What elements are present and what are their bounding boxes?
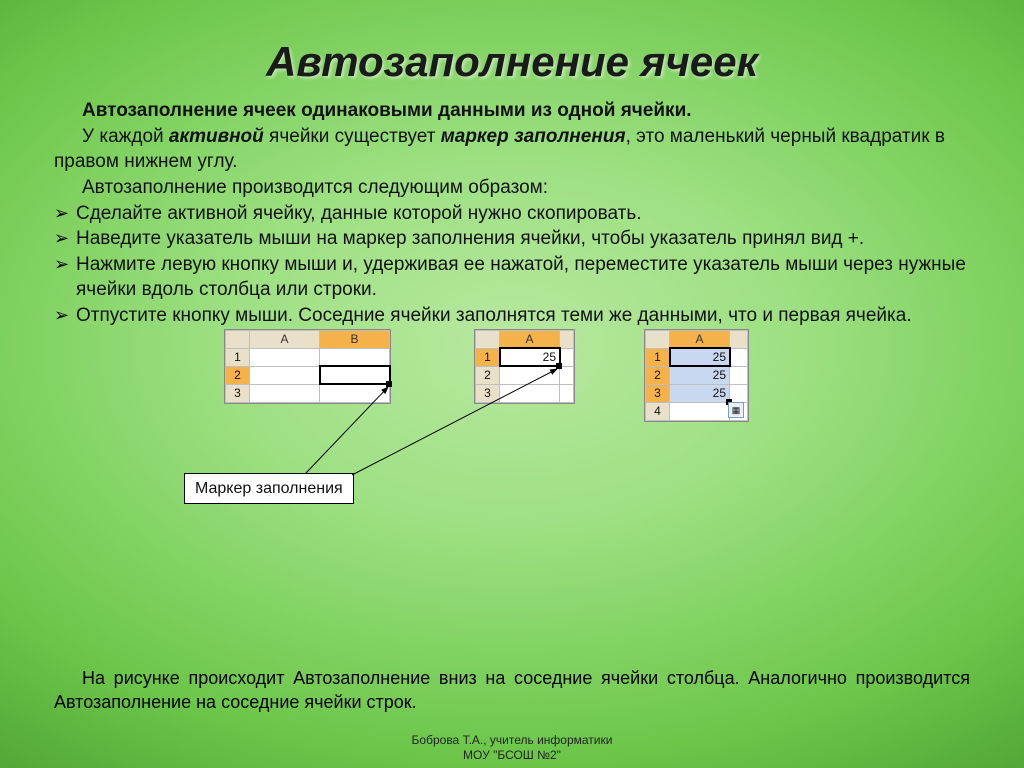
col-header: A (670, 330, 730, 348)
bullet-list: Сделайте активной ячейку, данные которой… (54, 201, 970, 329)
row-header: 2 (476, 366, 500, 384)
bullet-item: Отпустите кнопку мыши. Соседние ячейки з… (54, 303, 970, 329)
figures-area: AB 1 2 3 A 125 2 3 A 125 225 325 4▦ (54, 333, 970, 533)
slide-title: Автозаполнение ячеек (0, 0, 1024, 98)
footer: Боброва Т.А., учитель информатики МОУ "Б… (0, 733, 1024, 762)
paragraph-2: У каждой активной ячейки существует марк… (54, 124, 970, 175)
text-bold: маркер заполнения (441, 126, 626, 147)
bullet-item: Наведите указатель мыши на маркер заполн… (54, 226, 970, 252)
cell-value: 25 (670, 384, 730, 402)
row-header: 3 (646, 384, 670, 402)
cell-value: 25 (670, 348, 730, 366)
text: 25 (713, 386, 726, 400)
excel-figure-3: A 125 225 325 4▦ (644, 329, 749, 422)
footer-line-2: МОУ "БСОШ №2" (0, 748, 1024, 762)
col-header: A (500, 330, 560, 348)
active-cell: 25 (500, 348, 560, 366)
row-header: 1 (476, 348, 500, 366)
active-cell (320, 366, 390, 384)
cell-value: 25 (670, 366, 730, 384)
content-area: Автозаполнение ячеек одинаковыми данными… (0, 98, 1024, 533)
bottom-paragraph: На рисунке происходит Автозаполнение вни… (54, 667, 970, 714)
row-header: 2 (226, 366, 250, 384)
bullet-item: Нажмите левую кнопку мыши и, удерживая е… (54, 252, 970, 303)
cell-value: 25 (543, 350, 556, 364)
text-bold: активной (169, 126, 264, 147)
row-header: 1 (646, 348, 670, 366)
row-header: 4 (646, 402, 670, 420)
row-header: 3 (226, 384, 250, 402)
autofill-options-icon: ▦ (728, 402, 744, 418)
text: На рисунке происходит Автозаполнение вни… (54, 667, 970, 714)
footer-line-1: Боброва Т.А., учитель информатики (0, 733, 1024, 747)
row-header: 1 (226, 348, 250, 366)
fill-handle-icon (386, 381, 392, 387)
paragraph-1: Автозаполнение ячеек одинаковыми данными… (54, 98, 970, 124)
bullet-item: Сделайте активной ячейку, данные которой… (54, 201, 970, 227)
row-header: 3 (476, 384, 500, 402)
excel-figure-2: A 1 25 2 3 (474, 329, 575, 404)
excel-figure-1: AB 1 2 3 (224, 329, 391, 404)
col-header: B (320, 330, 390, 348)
text: У каждой (82, 126, 169, 147)
col-header: A (250, 330, 320, 348)
paragraph-3: Автозаполнение производится следующим об… (54, 175, 970, 201)
row-header: 2 (646, 366, 670, 384)
text: ячейки существует (264, 126, 441, 147)
callout-label: Маркер заполнения (184, 473, 354, 505)
fill-handle-icon (556, 363, 562, 369)
